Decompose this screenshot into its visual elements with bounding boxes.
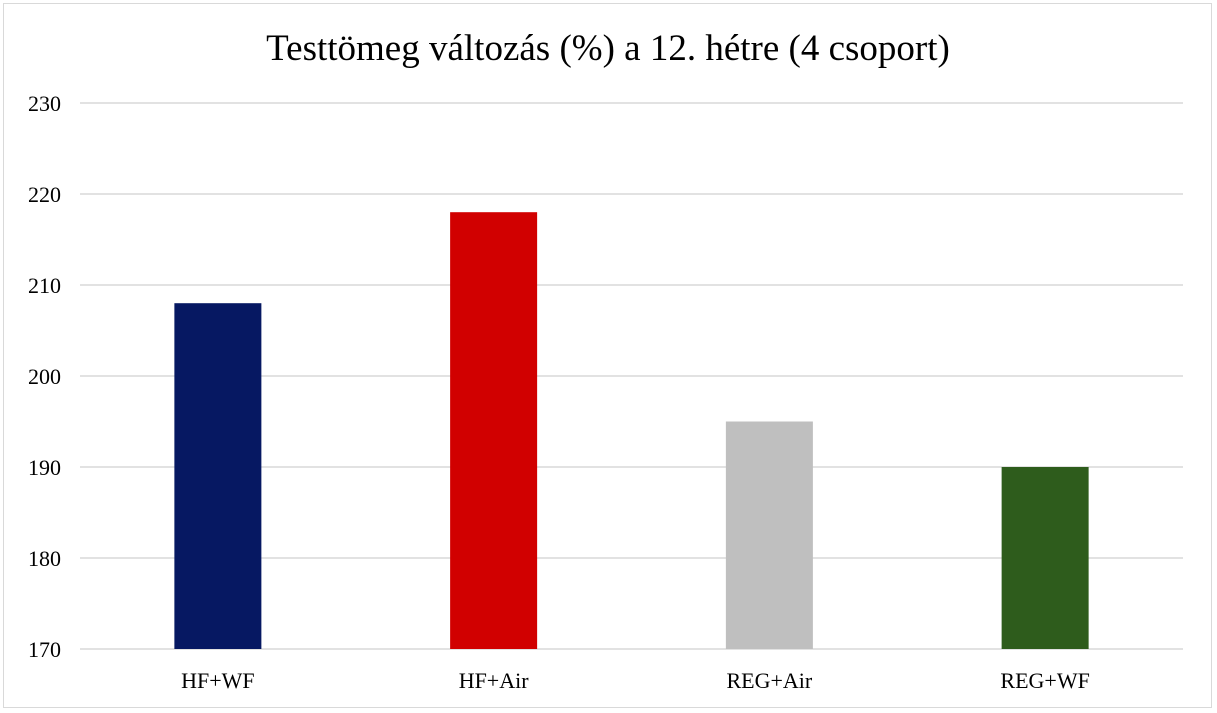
x-category-label: REG+Air xyxy=(727,668,813,693)
y-tick-label: 220 xyxy=(28,182,61,207)
x-category-label: HF+WF xyxy=(181,668,255,693)
x-axis-categories: HF+WF HF+Air REG+Air REG+WF xyxy=(181,668,1090,693)
y-tick-label: 190 xyxy=(28,455,61,480)
bar-hf-air xyxy=(450,212,538,649)
y-tick-label: 200 xyxy=(28,364,61,389)
bar-hf-wf xyxy=(174,303,262,649)
gridlines xyxy=(80,102,1183,650)
y-tick-label: 230 xyxy=(28,91,61,116)
y-tick-label: 210 xyxy=(28,273,61,298)
y-axis-ticks: 170 180 190 200 210 220 230 xyxy=(28,91,61,662)
y-tick-label: 180 xyxy=(28,546,61,571)
x-category-label: REG+WF xyxy=(1000,668,1089,693)
bars xyxy=(174,212,1089,649)
chart-title: Testtömeg változás (%) a 12. hétre (4 cs… xyxy=(266,28,950,69)
bar-reg-air xyxy=(725,421,813,649)
bar-reg-wf xyxy=(1001,467,1089,649)
x-category-label: HF+Air xyxy=(459,668,530,693)
y-tick-label: 170 xyxy=(28,637,61,662)
